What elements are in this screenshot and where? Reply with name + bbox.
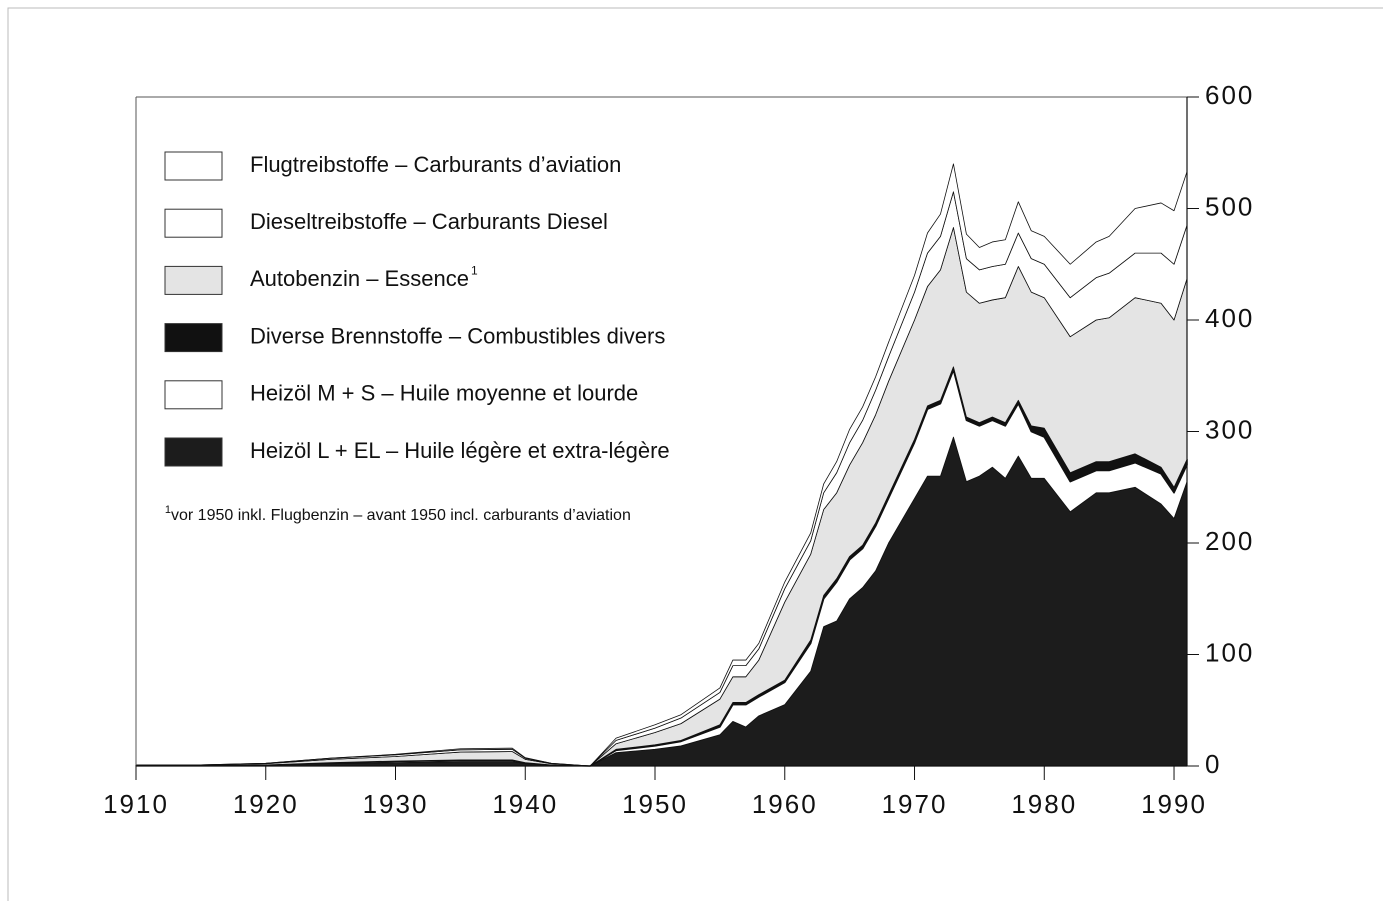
page-frame <box>7 7 1383 901</box>
x-tick-label: 1960 <box>752 789 818 819</box>
footnote: vor 1950 inkl. Flugbenzin – avant 1950 i… <box>171 507 631 524</box>
legend-swatch <box>164 208 223 238</box>
legend-label: Heizöl M + S – Huile moyenne et lourde <box>250 381 638 406</box>
legend-swatch <box>164 151 223 181</box>
legend-label: Dieseltreibstoffe – Carburants Diesel <box>250 209 608 234</box>
legend-swatch <box>164 380 223 410</box>
x-tick-label: 1970 <box>882 789 948 819</box>
y-tick-label: 500 <box>1205 191 1254 221</box>
y-tick-label: 0 <box>1205 749 1221 779</box>
legend-swatch <box>164 323 223 353</box>
area <box>135 436 1188 767</box>
x-tick-label: 1910 <box>103 789 169 819</box>
legend-label: Flugtreibstoffe – Carburants d’aviation <box>250 152 621 177</box>
y-tick-label: 200 <box>1205 526 1254 556</box>
legend-label: Diverse Brennstoffe – Combustibles diver… <box>250 323 665 348</box>
x-tick-label: 1990 <box>1141 789 1207 819</box>
y-tick-label: 600 <box>1205 80 1254 110</box>
x-tick-label: 1920 <box>233 789 299 819</box>
x-tick-label: 1940 <box>492 789 558 819</box>
y-tick-label: 100 <box>1205 637 1254 667</box>
x-tick-label: 1950 <box>622 789 688 819</box>
x-tick-label: 1930 <box>363 789 429 819</box>
legend-label: Heizöl L + EL – Huile légère et extra-lé… <box>250 438 670 463</box>
footnote-marker: 1 <box>165 504 171 516</box>
legend-label: Autobenzin – Essence <box>250 266 469 291</box>
y-tick-label: 300 <box>1205 414 1254 444</box>
legend-swatch <box>164 437 223 467</box>
legend-note: 1 <box>471 264 478 278</box>
x-tick-label: 1980 <box>1011 789 1077 819</box>
y-tick-label: 400 <box>1205 303 1254 333</box>
legend-swatch <box>164 265 223 295</box>
